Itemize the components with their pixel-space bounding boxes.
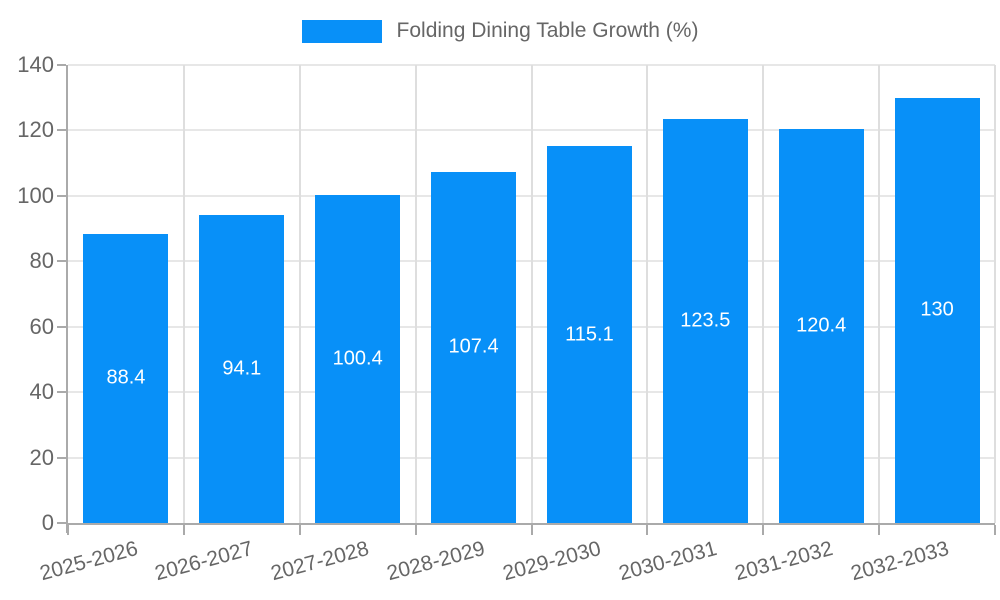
bar-value-label: 107.4 xyxy=(448,335,499,358)
y-axis-tick xyxy=(57,522,66,524)
y-axis-tick xyxy=(57,325,66,328)
y-axis-tick xyxy=(57,260,66,263)
vertical-gridline xyxy=(530,65,533,523)
bar-2026-2027[interactable]: 94.1 xyxy=(199,215,285,523)
bar-value-label: 88.4 xyxy=(106,366,146,389)
y-axis-tick-label: 140 xyxy=(17,52,54,77)
x-axis-tick xyxy=(530,525,533,535)
x-axis-label: 2030-2031 xyxy=(616,537,720,586)
y-axis-tick xyxy=(57,194,66,197)
x-axis-label: 2031-2032 xyxy=(732,537,836,586)
bar-2027-2028[interactable]: 100.4 xyxy=(315,194,401,523)
y-axis-tick-label: 20 xyxy=(29,444,54,470)
y-axis-tick-label: 120 xyxy=(17,117,54,143)
x-axis-tick xyxy=(646,525,649,535)
bar-2025-2026[interactable]: 88.4 xyxy=(83,233,169,523)
x-axis-label: 2025-2026 xyxy=(36,537,140,586)
vertical-gridline xyxy=(414,65,417,523)
y-axis-tick xyxy=(57,129,66,132)
legend-label: Folding Dining Table Growth (%) xyxy=(396,19,699,42)
y-axis-tick-label: 40 xyxy=(29,379,54,405)
y-axis-tick xyxy=(57,391,66,394)
x-axis-tick xyxy=(414,525,417,535)
x-axis-label: 2029-2030 xyxy=(500,537,604,586)
x-axis-tick xyxy=(762,525,765,535)
vertical-gridline xyxy=(298,65,301,523)
vertical-gridline xyxy=(994,65,996,523)
x-axis-label: 2032-2033 xyxy=(848,537,952,586)
bar-2031-2032[interactable]: 120.4 xyxy=(778,129,864,523)
x-axis-tick xyxy=(182,525,185,535)
x-axis-tick xyxy=(67,525,69,535)
bar-value-label: 94.1 xyxy=(222,357,262,380)
y-axis-tick xyxy=(57,64,66,66)
bar-2029-2030[interactable]: 115.1 xyxy=(546,146,632,523)
y-axis-tick-label: 80 xyxy=(29,248,54,274)
bar-value-label: 130 xyxy=(920,298,954,321)
legend-swatch-icon xyxy=(301,19,382,43)
vertical-gridline xyxy=(182,65,185,523)
y-axis-tick-label: 0 xyxy=(41,510,54,535)
bar-2032-2033[interactable]: 130 xyxy=(894,97,980,523)
chart-legend[interactable]: Folding Dining Table Growth (%) xyxy=(0,16,1000,46)
y-axis-tick-label: 60 xyxy=(29,313,54,339)
x-axis-tick xyxy=(298,525,301,535)
y-axis-tick-label: 100 xyxy=(17,182,54,208)
bar-value-label: 100.4 xyxy=(332,347,383,370)
bar-2028-2029[interactable]: 107.4 xyxy=(431,171,517,523)
x-axis-label: 2026-2027 xyxy=(152,537,256,586)
y-axis-tick xyxy=(57,456,66,459)
x-axis-label: 2028-2029 xyxy=(384,537,488,586)
vertical-gridline xyxy=(646,65,649,523)
bar-2030-2031[interactable]: 123.5 xyxy=(662,118,748,523)
x-axis-tick xyxy=(878,525,881,535)
x-axis-tick xyxy=(994,525,996,535)
bar-value-label: 120.4 xyxy=(796,314,847,337)
x-axis-label: 2027-2028 xyxy=(268,537,372,586)
vertical-gridline xyxy=(762,65,765,523)
bar-value-label: 115.1 xyxy=(565,323,614,346)
bar-value-label: 123.5 xyxy=(680,309,731,332)
vertical-gridline xyxy=(878,65,881,523)
plot-area: 0 20 40 60 80 100 120 140 88.4 94.1 100.4 107.4 115… xyxy=(17,53,996,585)
x-axis-line xyxy=(66,523,995,525)
y-axis-line xyxy=(66,65,68,533)
